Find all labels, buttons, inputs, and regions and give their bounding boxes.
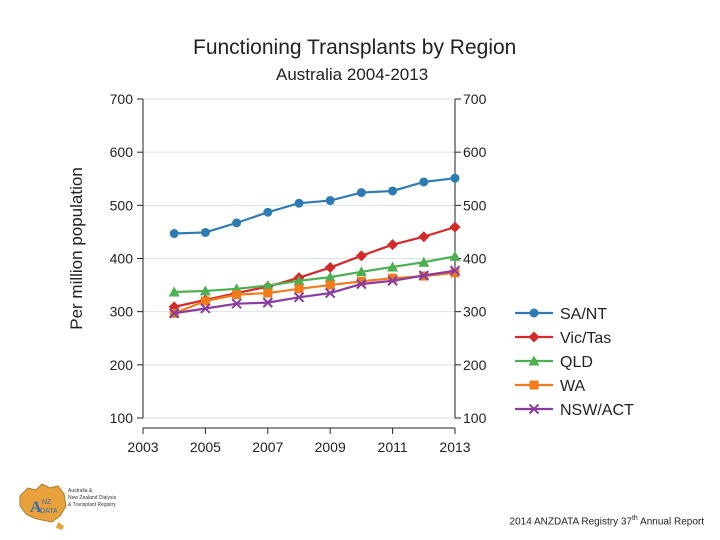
data-point-qld [387, 261, 399, 272]
series-line-sa-nt [174, 177, 456, 235]
x-tick-label: 2005 [190, 439, 221, 455]
data-point-vic-tas [418, 231, 430, 243]
data-point-sa-nt [263, 207, 273, 217]
data-point-vic-tas [324, 262, 336, 274]
legend-marker-sa-nt [529, 308, 539, 318]
data-point-sa-nt [169, 229, 179, 239]
anzdata-logo: A NZ DATA Australia & New Zealand Dialys… [12, 478, 132, 534]
data-point-wa [388, 273, 398, 283]
svg-text:& Transplant Registry: & Transplant Registry [68, 502, 116, 508]
y-tick-label-left: 700 [110, 91, 134, 107]
data-point-nsw-act [168, 308, 180, 319]
y-tick-label-left: 500 [110, 197, 134, 213]
data-point-qld [199, 285, 211, 296]
data-point-nsw-act [262, 297, 274, 308]
x-tick-label: 2013 [439, 439, 470, 455]
data-point-vic-tas [449, 221, 461, 233]
legend-label-qld: QLD [560, 354, 593, 371]
data-point-vic-tas [355, 250, 367, 262]
legend-marker-wa [529, 380, 539, 390]
data-point-vic-tas [387, 239, 399, 251]
y-tick-label-right: 600 [463, 144, 487, 160]
svg-text:New Zealand Dialysis: New Zealand Dialysis [68, 495, 117, 501]
data-point-wa [294, 284, 304, 294]
series-line-nsw-act [174, 269, 456, 315]
data-point-nsw-act [387, 275, 398, 287]
data-point-sa-nt [325, 196, 335, 206]
data-point-qld [324, 271, 336, 282]
x-tick-label: 2009 [315, 439, 346, 455]
chart-title: Functioning Transplants by Region [193, 36, 517, 59]
data-point-sa-nt [200, 227, 210, 237]
series-line-qld [174, 255, 456, 294]
australia-map-icon [19, 483, 67, 523]
footer-text: 2014 ANZDATA Registry 37th Annual Report [509, 515, 704, 528]
data-point-sa-nt [388, 186, 398, 196]
y-tick-label-left: 300 [110, 304, 134, 320]
data-point-qld [355, 266, 367, 277]
y-tick-label-left: 600 [110, 144, 134, 160]
data-point-qld [262, 280, 274, 291]
x-tick-label: 2011 [378, 439, 408, 455]
chart-subtitle: Australia 2004-2013 [276, 65, 429, 84]
x-tick-label: 2007 [252, 439, 283, 455]
data-point-sa-nt [450, 173, 460, 183]
x-tick-label: 2003 [127, 439, 158, 455]
legend-marker-nsw-act [528, 403, 540, 415]
data-point-sa-nt [419, 177, 429, 187]
data-point-sa-nt [356, 188, 366, 198]
data-point-wa [450, 268, 460, 278]
svg-text:A: A [30, 499, 42, 516]
legend-label-nsw-act: NSW/ACT [560, 402, 634, 419]
y-tick-label-left: 100 [110, 410, 134, 426]
data-point-wa [356, 276, 366, 286]
y-tick-label-left: 400 [110, 251, 134, 267]
data-point-wa [325, 280, 335, 290]
data-point-qld [418, 256, 430, 267]
data-point-nsw-act [418, 270, 430, 281]
new-zealand-map-icon [56, 522, 64, 530]
data-point-nsw-act [231, 298, 242, 309]
y-tick-label-right: 500 [463, 197, 487, 213]
legend-label-vic-tas: Vic/Tas [560, 330, 611, 347]
data-point-wa [232, 290, 242, 300]
y-tick-label-left: 200 [110, 357, 134, 373]
legend-marker-qld [528, 355, 540, 366]
data-point-qld [449, 250, 461, 261]
data-point-qld [293, 275, 305, 286]
y-axis-label: Per million population [67, 167, 86, 330]
svg-text:DATA: DATA [40, 508, 58, 515]
data-point-nsw-act [356, 278, 367, 290]
data-point-qld [168, 286, 180, 297]
legend-label-wa: WA [560, 378, 586, 395]
y-tick-label-right: 200 [463, 357, 487, 373]
svg-text:NZ: NZ [42, 499, 52, 506]
data-point-nsw-act [449, 265, 461, 276]
series-line-vic-tas [173, 226, 456, 308]
data-point-nsw-act [324, 287, 336, 299]
y-tick-label-right: 400 [463, 251, 487, 267]
y-tick-label-right: 300 [463, 304, 487, 320]
data-point-nsw-act [293, 292, 305, 303]
legend-marker-vic-tas [528, 331, 540, 343]
y-tick-label-right: 700 [463, 91, 487, 107]
data-point-sa-nt [294, 198, 304, 208]
data-point-nsw-act [200, 303, 211, 314]
svg-text:Australia &: Australia & [68, 488, 93, 494]
data-point-wa [200, 296, 210, 306]
legend-label-sa-nt: SA/NT [560, 306, 607, 323]
data-point-wa [263, 288, 273, 298]
data-point-sa-nt [232, 218, 242, 228]
y-tick-label-right: 100 [463, 410, 487, 426]
